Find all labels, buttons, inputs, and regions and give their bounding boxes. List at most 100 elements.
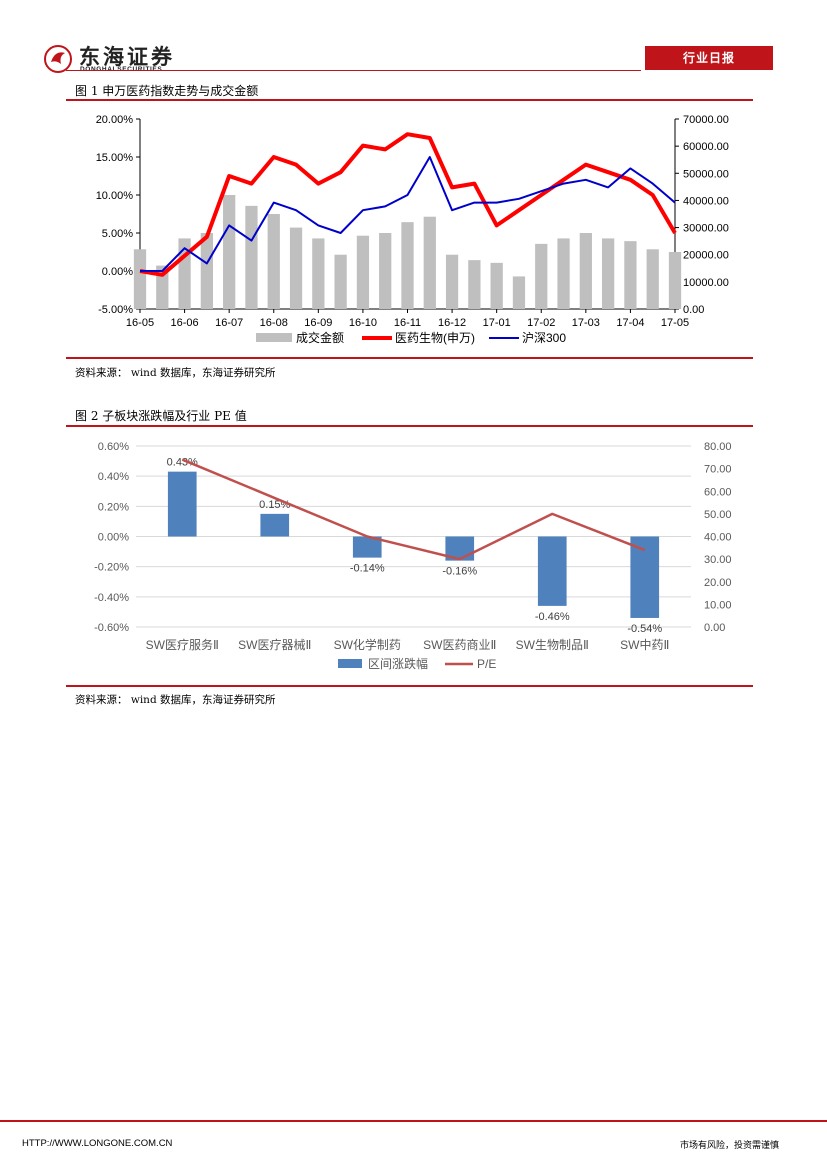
chart1-volume-bar	[445, 254, 459, 309]
chart1-left-tick-label: 15.00%	[96, 152, 134, 164]
chart1-volume-bar	[624, 241, 637, 309]
chart2-right-tick-label: 30.00	[704, 554, 732, 566]
chart2-category-label: SW生物制品Ⅱ	[516, 638, 589, 652]
chart1-legend-index: 医药生物(申万)	[395, 331, 475, 345]
chart1-volume-bar	[468, 260, 481, 309]
chart2: -0.60% -0.40% -0.20% 0.00% 0.20% 0.40% 0.60% 0.…	[94, 441, 732, 671]
chart1-volume-bar	[535, 243, 548, 309]
figure2-top-rule	[66, 425, 753, 427]
chart2-left-tick-label: 0.20%	[98, 501, 129, 513]
logo-text: 东海证券	[79, 44, 175, 69]
footer-risk-note: 市场有风险，投资需谨慎	[680, 1141, 780, 1151]
chart2-right-tick-label: 80.00	[704, 441, 732, 453]
chart1-volume-bar	[133, 249, 147, 309]
chart1-volume-bar	[379, 233, 392, 309]
chart1-right-tick-label: 40000.00	[683, 195, 729, 207]
chart1-right-tick-label: 70000.00	[683, 114, 729, 126]
chart1-x-tick-label: 16-10	[349, 317, 377, 329]
chart1-x-tick-label: 16-09	[304, 317, 332, 329]
chart2-bar	[537, 536, 567, 606]
chart2-category-label: SW化学制药	[334, 637, 401, 652]
chart1-volume-bar	[156, 265, 169, 309]
chart1-volume-bar	[356, 235, 370, 309]
chart1-volume-bar	[668, 252, 682, 309]
chart1-legend-swatch-volume	[256, 333, 292, 342]
chart1-series-hs300-line	[140, 156, 676, 272]
chart1-right-tick-label: 20000.00	[683, 250, 729, 262]
chart2-left-tick-label: 0.00%	[98, 532, 129, 544]
chart1-x-tick-label: 17-04	[616, 317, 644, 329]
figure1-title: 图 1 申万医药指数走势与成交金额	[75, 84, 259, 98]
chart1-x-tick-label: 16-06	[171, 317, 199, 329]
chart1-volume-bar	[490, 262, 503, 309]
logo-subtitle: DONGHAI SECURITIES	[80, 66, 162, 73]
chart2-legend-bar: 区间涨跌幅	[368, 656, 428, 671]
chart2-bar-data-label: -0.14%	[350, 563, 385, 575]
chart2-left-tick-label: -0.40%	[94, 592, 129, 604]
chart1-legend-hs300: 沪深300	[522, 331, 566, 345]
chart1-volume-bar	[646, 249, 659, 309]
chart1-x-tick-label: 17-03	[572, 317, 600, 329]
chart2-bar	[352, 536, 382, 558]
chart2-right-tick-label: 50.00	[704, 509, 732, 521]
header-rule	[66, 70, 641, 71]
chart1-left-tick-label: 20.00%	[96, 114, 134, 126]
chart1-right-tick-label: 60000.00	[683, 141, 729, 153]
chart2-bar-data-label: -0.16%	[442, 566, 477, 578]
chart1-legend-volume: 成交金额	[296, 330, 344, 345]
chart1-x-tick-label: 17-05	[661, 317, 689, 329]
chart1-x-tick-label: 16-05	[126, 317, 154, 329]
chart1-x-tick-label: 16-07	[215, 317, 243, 329]
chart1-right-tick-label: 0.00	[683, 304, 704, 316]
chart2-bar-data-label: -0.46%	[535, 611, 570, 623]
chart1-x-tick-label: 16-11	[394, 317, 421, 329]
chart1: -5.00% 0.00% 5.00% 10.00% 15.00% 20.00% 0.00 10…	[96, 114, 729, 345]
chart2-category-label: SW中药Ⅱ	[620, 637, 669, 652]
chart2-category-label: SW医药商业Ⅱ	[423, 637, 496, 652]
chart1-volume-bar	[423, 216, 436, 309]
chart1-x-tick-label: 17-02	[527, 317, 555, 329]
chart1-left-tick-label: 10.00%	[96, 190, 134, 202]
chart2-bar-data-label: -0.54%	[627, 623, 662, 635]
chart2-series-pe-line	[181, 458, 646, 561]
chart2-right-tick-label: 10.00	[704, 599, 732, 611]
chart1-volume-bar	[267, 214, 280, 309]
chart2-bar	[630, 536, 660, 618]
chart1-volume-bar	[312, 238, 325, 309]
chart2-legend-swatch-bar	[338, 659, 362, 668]
chart2-right-tick-label: 60.00	[704, 486, 732, 498]
chart1-left-tick-label: -5.00%	[98, 304, 133, 316]
figure1-bottom-rule	[66, 357, 753, 359]
footer-url-link[interactable]: HTTP://WWW.LONGONE.COM.CN	[22, 1138, 173, 1149]
chart2-right-tick-label: 0.00	[704, 622, 725, 634]
chart1-x-tick-label: 16-12	[438, 317, 466, 329]
chart1-x-tick-label: 16-08	[260, 317, 288, 329]
chart1-volume-bar	[512, 276, 526, 309]
chart2-left-tick-label: 0.60%	[98, 441, 129, 453]
chart1-left-tick-label: 0.00%	[102, 266, 133, 278]
chart1-right-tick-label: 30000.00	[683, 223, 729, 235]
chart2-category-label: SW医疗服务Ⅱ	[146, 637, 219, 652]
chart2-right-tick-label: 40.00	[704, 532, 732, 544]
chart1-volume-bar	[245, 205, 258, 309]
chart1-volume-bar	[601, 238, 615, 309]
chart1-volume-bar	[557, 238, 570, 309]
chart1-series-index-line	[139, 132, 677, 277]
logo: 东海证券 DONGHAI SECURITIES	[43, 44, 193, 76]
chart2-right-tick-label: 20.00	[704, 577, 732, 589]
chart2-category-label: SW医疗器械Ⅱ	[238, 637, 311, 652]
chart1-volume-bar	[401, 222, 414, 309]
report-type-badge: 行业日报	[645, 46, 773, 70]
chart2-left-tick-label: -0.60%	[94, 622, 129, 634]
chart2-bar-data-label: 0.43%	[167, 457, 198, 469]
chart1-volume-bar	[579, 233, 592, 309]
chart1-left-tick-label: 5.00%	[102, 228, 133, 240]
footer-rule	[0, 1120, 827, 1122]
figure2-title: 图 2 子板块涨跌幅及行业 PE 值	[75, 409, 247, 423]
chart2-bar-data-label: 0.15%	[259, 499, 290, 511]
chart1-right-tick-label: 10000.00	[683, 277, 729, 289]
chart2-bar	[260, 513, 290, 537]
chart2-bar	[167, 471, 197, 537]
chart2-left-tick-label: 0.40%	[98, 471, 129, 483]
chart1-volume-bar	[223, 195, 236, 309]
